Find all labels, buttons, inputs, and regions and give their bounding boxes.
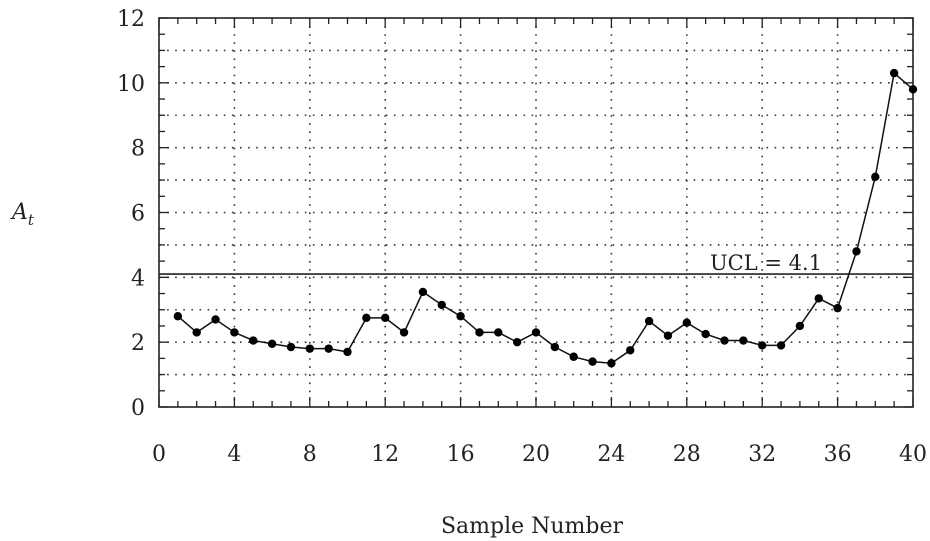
x-tick-label: 36 [824, 442, 852, 467]
y-tick-label: 0 [131, 396, 145, 421]
data-point [305, 344, 314, 353]
y-tick-labels: 0 2 4 6 8 10 12 [117, 7, 145, 421]
data-point [852, 247, 861, 256]
data-point [267, 339, 277, 348]
x-tick-label: 32 [748, 442, 776, 467]
data-point [230, 328, 239, 337]
data-point [814, 294, 823, 303]
data-point [381, 313, 390, 323]
data-point [795, 321, 805, 331]
data-point [663, 331, 673, 340]
data-point [908, 85, 918, 94]
data-point [362, 313, 371, 323]
data-points [173, 68, 918, 368]
y-tick-label: 12 [117, 7, 145, 32]
data-point [173, 312, 183, 321]
data-point [211, 315, 220, 324]
data-point [569, 352, 578, 361]
data-point [871, 172, 880, 182]
x-tick-label: 8 [303, 442, 317, 467]
x-tick-label: 24 [597, 442, 625, 467]
x-tick-label: 4 [227, 442, 241, 467]
data-point [626, 346, 635, 355]
series-line [177, 71, 914, 364]
plot-frame [158, 17, 914, 408]
x-tick-label: 20 [522, 442, 550, 467]
data-point [286, 342, 296, 352]
data-point [249, 336, 258, 345]
y-axis-label-subscript: t [28, 211, 35, 229]
data-point [418, 287, 428, 297]
data-point [437, 300, 446, 310]
x-tick-label: 28 [673, 442, 701, 467]
y-axis-label-main: A [10, 200, 28, 225]
data-point [682, 318, 691, 327]
data-point [607, 359, 616, 368]
data-point [889, 68, 899, 78]
grid [159, 18, 913, 407]
y-axis-label: At [10, 200, 35, 229]
x-tick-label: 16 [447, 442, 475, 467]
y-tick-label: 2 [131, 331, 145, 356]
data-point [588, 357, 597, 366]
data-point [324, 344, 333, 353]
data-point [776, 341, 786, 350]
y-tick-label: 6 [131, 202, 145, 227]
y-tick-label: 10 [117, 72, 145, 97]
data-point [494, 328, 503, 337]
y-tick-label: 4 [131, 266, 145, 291]
data-point [343, 347, 352, 357]
data-point [512, 337, 522, 347]
data-point [399, 328, 409, 337]
data-point [475, 328, 484, 337]
y-tick-label: 8 [131, 137, 145, 162]
data-point [644, 316, 654, 326]
data-point [758, 341, 767, 350]
x-tick-labels: 0 4 8 12 16 20 24 28 32 36 40 [152, 442, 927, 467]
data-point [456, 312, 465, 321]
data-point [531, 328, 541, 337]
data-point [739, 336, 748, 345]
x-axis-label: Sample Number [441, 514, 624, 539]
data-point [550, 342, 560, 352]
x-tick-label: 40 [899, 442, 927, 467]
data-point [720, 336, 729, 345]
data-point [192, 328, 201, 337]
x-tick-label: 12 [371, 442, 399, 467]
data-point [701, 329, 710, 339]
data-point [833, 303, 842, 313]
ucl-label: UCL = 4.1 [710, 251, 822, 275]
x-tick-label: 0 [152, 442, 166, 467]
